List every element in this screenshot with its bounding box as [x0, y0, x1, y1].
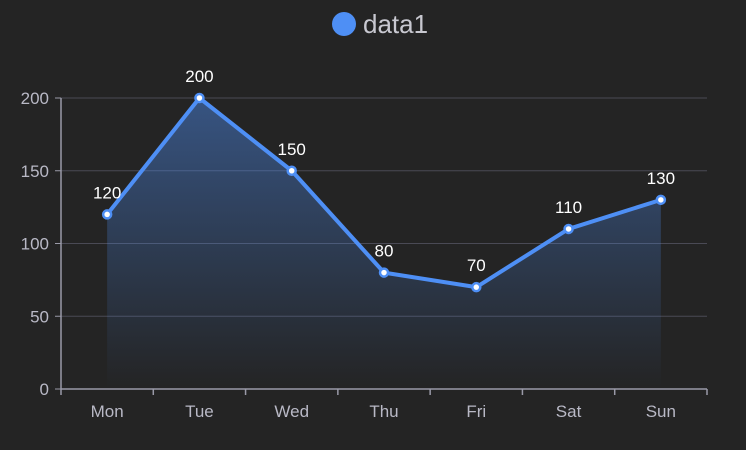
x-tick-label-wed: Wed — [274, 402, 309, 421]
data-point-mon[interactable] — [101, 209, 113, 220]
data-label-fri: 70 — [467, 256, 486, 275]
data-points[interactable] — [101, 92, 667, 293]
x-tick-label-sun: Sun — [646, 402, 676, 421]
y-tick-label-100: 100 — [21, 235, 49, 254]
x-tick-label-fri: Fri — [466, 402, 486, 421]
y-tick-label-200: 200 — [21, 89, 49, 108]
data-point-sat[interactable] — [563, 223, 574, 235]
data-point-tue[interactable] — [194, 92, 205, 104]
data-label-mon: 120 — [93, 183, 121, 202]
x-tick-label-sat: Sat — [556, 402, 582, 421]
chart-legend[interactable]: data1 — [332, 9, 428, 39]
data-point-sun[interactable] — [655, 194, 667, 206]
x-tick-label-thu: Thu — [369, 402, 398, 421]
data-labels: 120 200 150 80 70 110 130 — [93, 67, 675, 275]
data-point-thu[interactable] — [378, 267, 390, 278]
data-label-wed: 150 — [278, 140, 306, 159]
x-tick-label-tue: Tue — [185, 402, 214, 421]
data-point-wed[interactable] — [286, 165, 297, 176]
data-label-sun: 130 — [647, 169, 675, 188]
data-label-tue: 200 — [185, 67, 213, 86]
area-fill — [107, 98, 661, 389]
data-label-sat: 110 — [555, 198, 582, 217]
data-point-fri[interactable] — [471, 281, 482, 293]
legend-label: data1 — [363, 9, 428, 39]
data-label-thu: 80 — [375, 242, 394, 261]
y-tick-label-50: 50 — [30, 307, 49, 326]
y-tick-label-0: 0 — [40, 380, 49, 399]
area-shape — [107, 98, 661, 389]
legend-marker-icon — [332, 12, 356, 36]
x-tick-label-mon: Mon — [91, 402, 124, 421]
y-tick-label-150: 150 — [21, 162, 49, 181]
